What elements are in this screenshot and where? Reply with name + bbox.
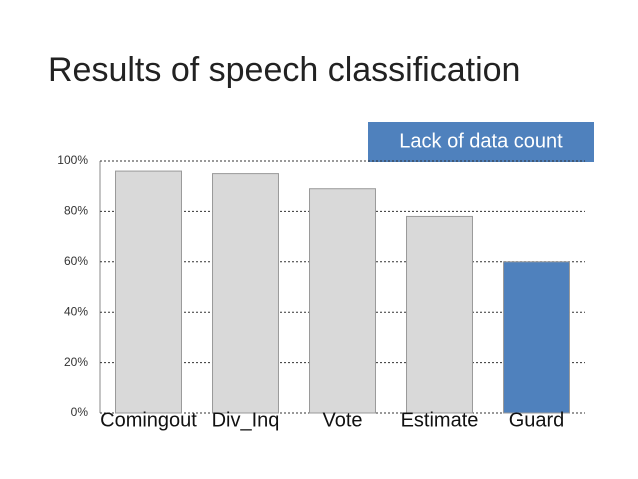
bar <box>212 173 279 414</box>
x-tick-label: Div_Inq <box>212 409 280 431</box>
x-tick-label: Vote <box>322 409 362 431</box>
y-tick-label: 0% <box>71 405 89 419</box>
x-tick-label: Estimate <box>401 409 479 431</box>
chart-title: Results of speech classification <box>48 51 520 89</box>
y-tick-label: 40% <box>64 304 88 318</box>
x-tick-label: Comingout <box>100 409 197 431</box>
y-tick-label: 100% <box>57 153 88 167</box>
annotation-box <box>368 122 594 162</box>
y-tick-label: 80% <box>64 204 88 218</box>
bar <box>406 215 473 414</box>
y-tick-label: 60% <box>64 254 88 268</box>
annotation: Lack of data count <box>399 130 563 152</box>
bar <box>115 170 182 414</box>
y-tick-label: 20% <box>64 355 88 369</box>
bar <box>309 188 376 414</box>
x-tick-label: Guard <box>509 409 565 431</box>
bar <box>503 261 570 414</box>
